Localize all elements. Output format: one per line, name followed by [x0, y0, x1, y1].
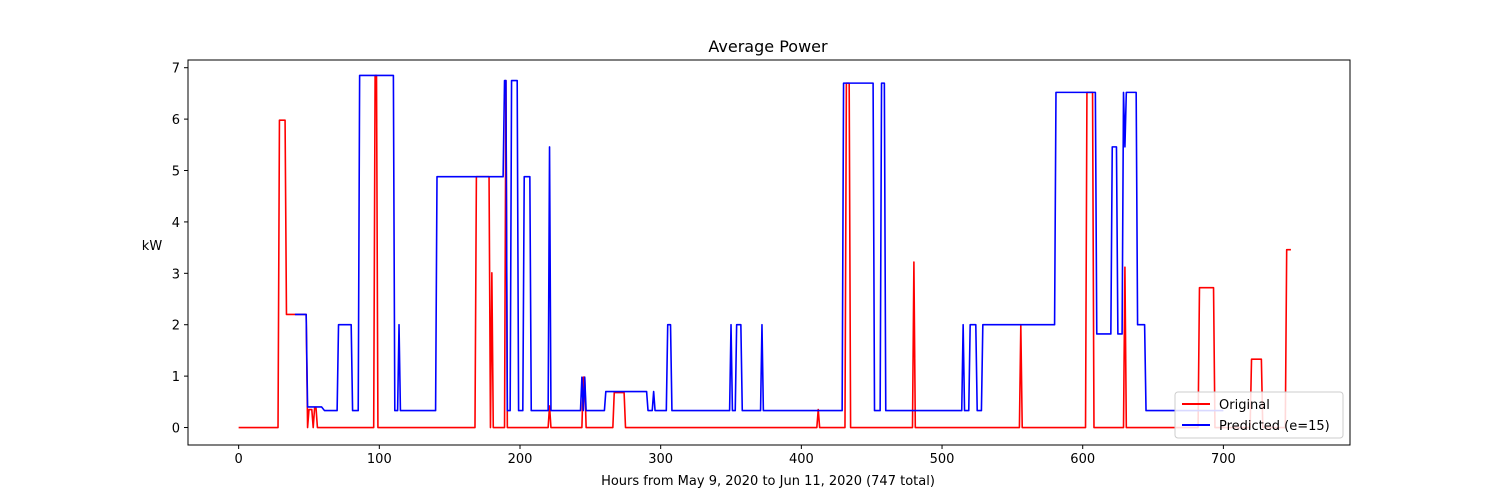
legend: Original Predicted (e=15) [1174, 391, 1344, 439]
y-tick-label: 5 [172, 165, 180, 180]
x-tick-label: 200 [508, 452, 533, 467]
x-tick-label: 600 [1070, 452, 1095, 467]
plot-area [188, 60, 1350, 445]
y-tick-label: 0 [172, 422, 180, 437]
y-tick-label: 1 [172, 370, 180, 385]
series-line-original [238, 74, 1291, 429]
x-tick-label: 100 [367, 452, 392, 467]
x-axis: 0 100 200 300 400 500 600 700 [235, 445, 1236, 467]
y-axis: 0 1 2 3 4 5 6 7 [172, 62, 188, 437]
x-tick-label: 300 [648, 452, 673, 467]
x-tick-label: 700 [1211, 452, 1236, 467]
x-tick-label: 0 [235, 452, 243, 467]
legend-label-predicted: Predicted (e=15) [1219, 419, 1330, 434]
y-tick-label: 7 [172, 62, 180, 77]
y-tick-label: 6 [172, 113, 180, 128]
x-axis-label: Hours from May 9, 2020 to Jun 11, 2020 (… [601, 474, 935, 489]
series-layer [238, 74, 1291, 429]
series-line-predicted [294, 74, 1224, 412]
x-tick-label: 500 [930, 452, 955, 467]
y-axis-label: kW [142, 239, 163, 254]
y-tick-label: 3 [172, 267, 180, 282]
plot-frame [187, 59, 1351, 446]
legend-label-original: Original [1219, 398, 1270, 413]
y-tick-label: 4 [172, 216, 180, 231]
chart-title: Average Power [708, 37, 828, 56]
legend-box [1174, 391, 1344, 439]
x-tick-label: 400 [789, 452, 814, 467]
y-tick-label: 2 [172, 319, 180, 334]
